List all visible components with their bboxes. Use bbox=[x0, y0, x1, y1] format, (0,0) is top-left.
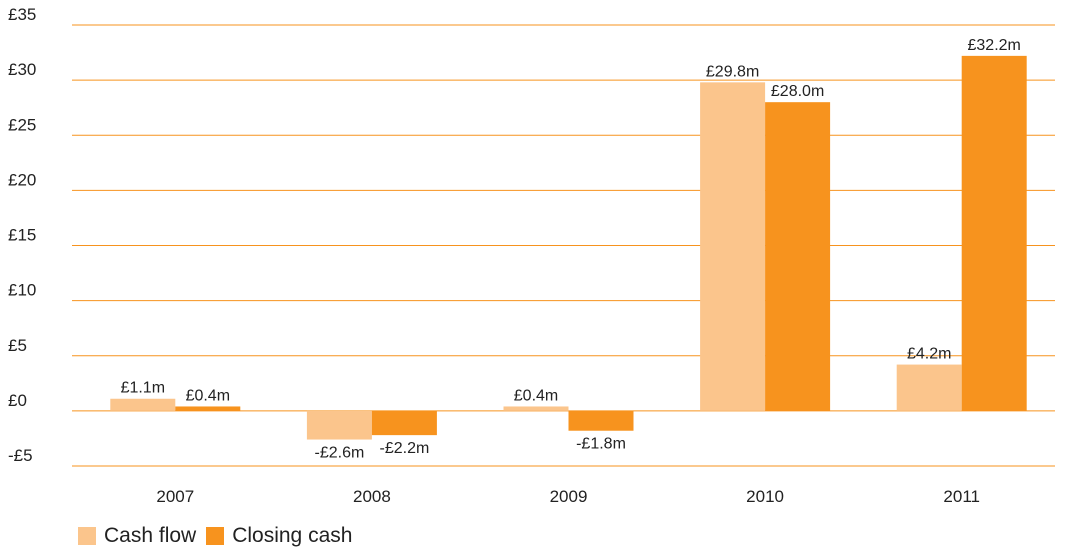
data-label: £0.4m bbox=[514, 387, 558, 404]
bar-cash-flow-2007 bbox=[110, 398, 176, 411]
x-tick-label: 2011 bbox=[943, 487, 980, 506]
bars bbox=[110, 55, 1027, 440]
data-label: £28.0m bbox=[771, 83, 824, 100]
bar-closing-cash-2009 bbox=[568, 410, 634, 431]
legend-swatch-closing-cash bbox=[206, 527, 225, 545]
legend-item-cash-flow: Cash flow bbox=[78, 524, 196, 548]
data-label: -£2.6m bbox=[315, 445, 365, 462]
bar-closing-cash-2010 bbox=[765, 102, 831, 411]
legend-swatch-cash-flow bbox=[78, 527, 96, 545]
data-label: £4.2m bbox=[907, 346, 951, 363]
gridlines bbox=[72, 24, 1055, 467]
bar-cash-flow-2008 bbox=[306, 410, 372, 440]
y-tick-label: £25 bbox=[8, 115, 36, 134]
data-label: £32.2m bbox=[968, 37, 1021, 54]
y-tick-label: £30 bbox=[8, 60, 36, 79]
bar-cash-flow-2009 bbox=[503, 406, 569, 411]
y-axis: £35 £30 £25 £20 £15 £10 £5 £0 -£5 bbox=[8, 5, 36, 465]
y-tick-label: £20 bbox=[8, 170, 36, 189]
x-tick-label: 2008 bbox=[353, 487, 391, 506]
legend-label-closing-cash: Closing cash bbox=[232, 524, 353, 547]
bar-closing-cash-2011 bbox=[961, 55, 1027, 411]
data-label: £29.8m bbox=[706, 63, 759, 80]
y-tick-label: £0 bbox=[8, 391, 27, 410]
x-axis: 2007 2008 2009 2010 2011 bbox=[156, 487, 980, 506]
legend: Cash flow Closing cash bbox=[78, 524, 362, 548]
y-tick-label: -£5 bbox=[8, 446, 33, 465]
legend-label-cash-flow: Cash flow bbox=[104, 524, 197, 547]
bar-cash-flow-2010 bbox=[700, 82, 766, 411]
bar-cash-flow-2011 bbox=[896, 364, 962, 411]
data-label: -£2.2m bbox=[380, 440, 430, 457]
x-tick-label: 2010 bbox=[746, 487, 784, 506]
x-tick-label: 2007 bbox=[156, 487, 194, 506]
y-tick-label: £35 bbox=[8, 5, 36, 24]
x-tick-label: 2009 bbox=[550, 487, 588, 506]
y-tick-label: £5 bbox=[8, 336, 27, 355]
data-label: £0.4m bbox=[186, 387, 230, 404]
data-label: -£1.8m bbox=[576, 436, 626, 453]
bar-closing-cash-2008 bbox=[371, 410, 437, 436]
y-tick-label: £10 bbox=[8, 281, 36, 300]
data-label: £1.1m bbox=[121, 380, 165, 397]
y-tick-label: £15 bbox=[8, 226, 36, 245]
data-labels: £1.1m £0.4m -£2.6m -£2.2m £0.4m -£1.8m £29.8m £… bbox=[121, 37, 1021, 462]
legend-item-closing-cash: Closing cash bbox=[206, 524, 352, 548]
bar-closing-cash-2007 bbox=[175, 406, 241, 411]
